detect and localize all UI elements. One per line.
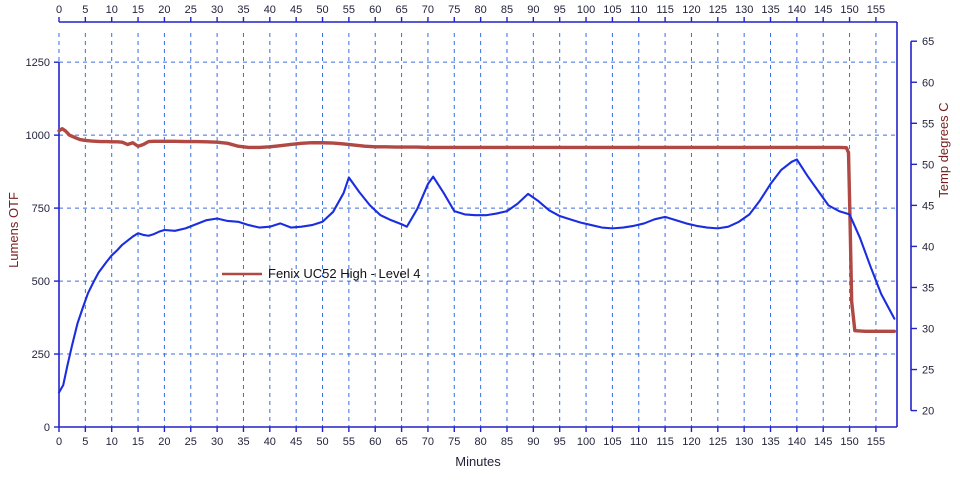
tick-labels: 0055101015152020252530303535404045455050… xyxy=(26,4,935,448)
x-tick-label-bottom: 75 xyxy=(448,436,460,448)
x-tick-label-top: 0 xyxy=(56,4,62,16)
x-tick-label-top: 60 xyxy=(369,4,381,16)
x-tick-label-top: 55 xyxy=(343,4,355,16)
x-tick-label-bottom: 35 xyxy=(237,436,249,448)
x-tick-label-top: 5 xyxy=(82,4,88,16)
x-tick-label-bottom: 90 xyxy=(527,436,539,448)
y-tick-label-left: 1000 xyxy=(26,130,50,142)
x-tick-label-top: 15 xyxy=(132,4,144,16)
y-tick-label-right: 65 xyxy=(922,36,934,48)
x-tick-label-top: 70 xyxy=(422,4,434,16)
x-tick-label-top: 65 xyxy=(395,4,407,16)
y-tick-label-left: 1250 xyxy=(26,57,50,69)
x-tick-label-top: 35 xyxy=(237,4,249,16)
x-tick-label-top: 95 xyxy=(554,4,566,16)
series-line-lumens xyxy=(57,127,897,333)
x-tick-label-top: 115 xyxy=(656,4,674,16)
x-tick-label-bottom: 80 xyxy=(475,436,487,448)
x-tick-label-top: 30 xyxy=(211,4,223,16)
x-tick-label-top: 100 xyxy=(577,4,595,16)
y-tick-label-right: 50 xyxy=(922,159,934,171)
x-tick-label-top: 10 xyxy=(106,4,118,16)
x-tick-label-top: 110 xyxy=(630,4,648,16)
x-tick-label-bottom: 10 xyxy=(106,436,118,448)
x-tick-label-top: 140 xyxy=(788,4,806,16)
y-tick-label-right: 60 xyxy=(922,77,934,89)
x-axis-title: Minutes xyxy=(455,454,501,469)
y-tick-label-right: 30 xyxy=(922,324,934,336)
axis-lines xyxy=(54,17,917,432)
x-tick-label-top: 145 xyxy=(814,4,832,16)
grid-lines xyxy=(58,33,897,427)
legend-label: Fenix UC52 High - Level 4 xyxy=(268,266,420,281)
x-tick-label-top: 120 xyxy=(682,4,700,16)
x-tick-label-bottom: 45 xyxy=(290,436,302,448)
y-tick-label-left: 750 xyxy=(32,203,50,215)
x-tick-label-bottom: 5 xyxy=(82,436,88,448)
x-tick-label-top: 75 xyxy=(448,4,460,16)
x-tick-label-bottom: 115 xyxy=(656,436,674,448)
x-tick-label-bottom: 30 xyxy=(211,436,223,448)
data-series xyxy=(57,127,897,394)
x-tick-label-bottom: 110 xyxy=(630,436,648,448)
axis-titles: Lumens OTF Temp degrees C Minutes xyxy=(6,102,951,469)
series-line-temperature xyxy=(57,158,896,394)
x-tick-label-bottom: 25 xyxy=(185,436,197,448)
x-tick-label-bottom: 105 xyxy=(603,436,621,448)
x-tick-label-bottom: 125 xyxy=(709,436,727,448)
x-tick-label-bottom: 135 xyxy=(761,436,779,448)
x-tick-label-bottom: 40 xyxy=(264,436,276,448)
x-tick-label-bottom: 15 xyxy=(132,436,144,448)
x-tick-label-bottom: 145 xyxy=(814,436,832,448)
y-tick-label-right: 20 xyxy=(922,406,934,418)
x-tick-label-bottom: 130 xyxy=(735,436,753,448)
x-tick-label-top: 25 xyxy=(185,4,197,16)
y-axis-title-left: Lumens OTF xyxy=(6,192,21,268)
x-tick-label-top: 135 xyxy=(761,4,779,16)
y-tick-label-right: 40 xyxy=(922,241,934,253)
y-tick-label-left: 500 xyxy=(32,276,50,288)
x-tick-label-bottom: 55 xyxy=(343,436,355,448)
x-tick-label-top: 155 xyxy=(867,4,885,16)
x-tick-label-top: 45 xyxy=(290,4,302,16)
y-tick-label-right: 55 xyxy=(922,118,934,130)
x-tick-label-bottom: 140 xyxy=(788,436,806,448)
x-tick-label-bottom: 120 xyxy=(682,436,700,448)
x-tick-label-bottom: 150 xyxy=(840,436,858,448)
x-tick-label-top: 85 xyxy=(501,4,513,16)
y-tick-label-right: 45 xyxy=(922,200,934,212)
y-tick-label-left: 0 xyxy=(44,422,50,434)
x-tick-label-top: 125 xyxy=(709,4,727,16)
x-tick-label-bottom: 65 xyxy=(395,436,407,448)
x-tick-label-top: 40 xyxy=(264,4,276,16)
x-tick-label-top: 50 xyxy=(316,4,328,16)
x-tick-label-top: 130 xyxy=(735,4,753,16)
y-tick-label-left: 250 xyxy=(32,349,50,361)
x-tick-label-bottom: 95 xyxy=(554,436,566,448)
x-tick-label-top: 150 xyxy=(840,4,858,16)
x-tick-label-bottom: 85 xyxy=(501,436,513,448)
x-tick-label-bottom: 0 xyxy=(56,436,62,448)
x-tick-label-bottom: 60 xyxy=(369,436,381,448)
x-tick-label-top: 90 xyxy=(527,4,539,16)
x-tick-label-bottom: 20 xyxy=(158,436,170,448)
x-tick-label-bottom: 155 xyxy=(867,436,885,448)
y-axis-title-right: Temp degrees C xyxy=(936,102,951,197)
y-tick-label-right: 25 xyxy=(922,365,934,377)
x-tick-label-top: 20 xyxy=(158,4,170,16)
x-tick-label-bottom: 70 xyxy=(422,436,434,448)
x-tick-label-bottom: 100 xyxy=(577,436,595,448)
y-tick-label-right: 35 xyxy=(922,282,934,294)
x-tick-label-top: 80 xyxy=(475,4,487,16)
x-tick-label-top: 105 xyxy=(603,4,621,16)
x-tick-label-bottom: 50 xyxy=(316,436,328,448)
chart-legend: Fenix UC52 High - Level 4 xyxy=(222,266,420,281)
